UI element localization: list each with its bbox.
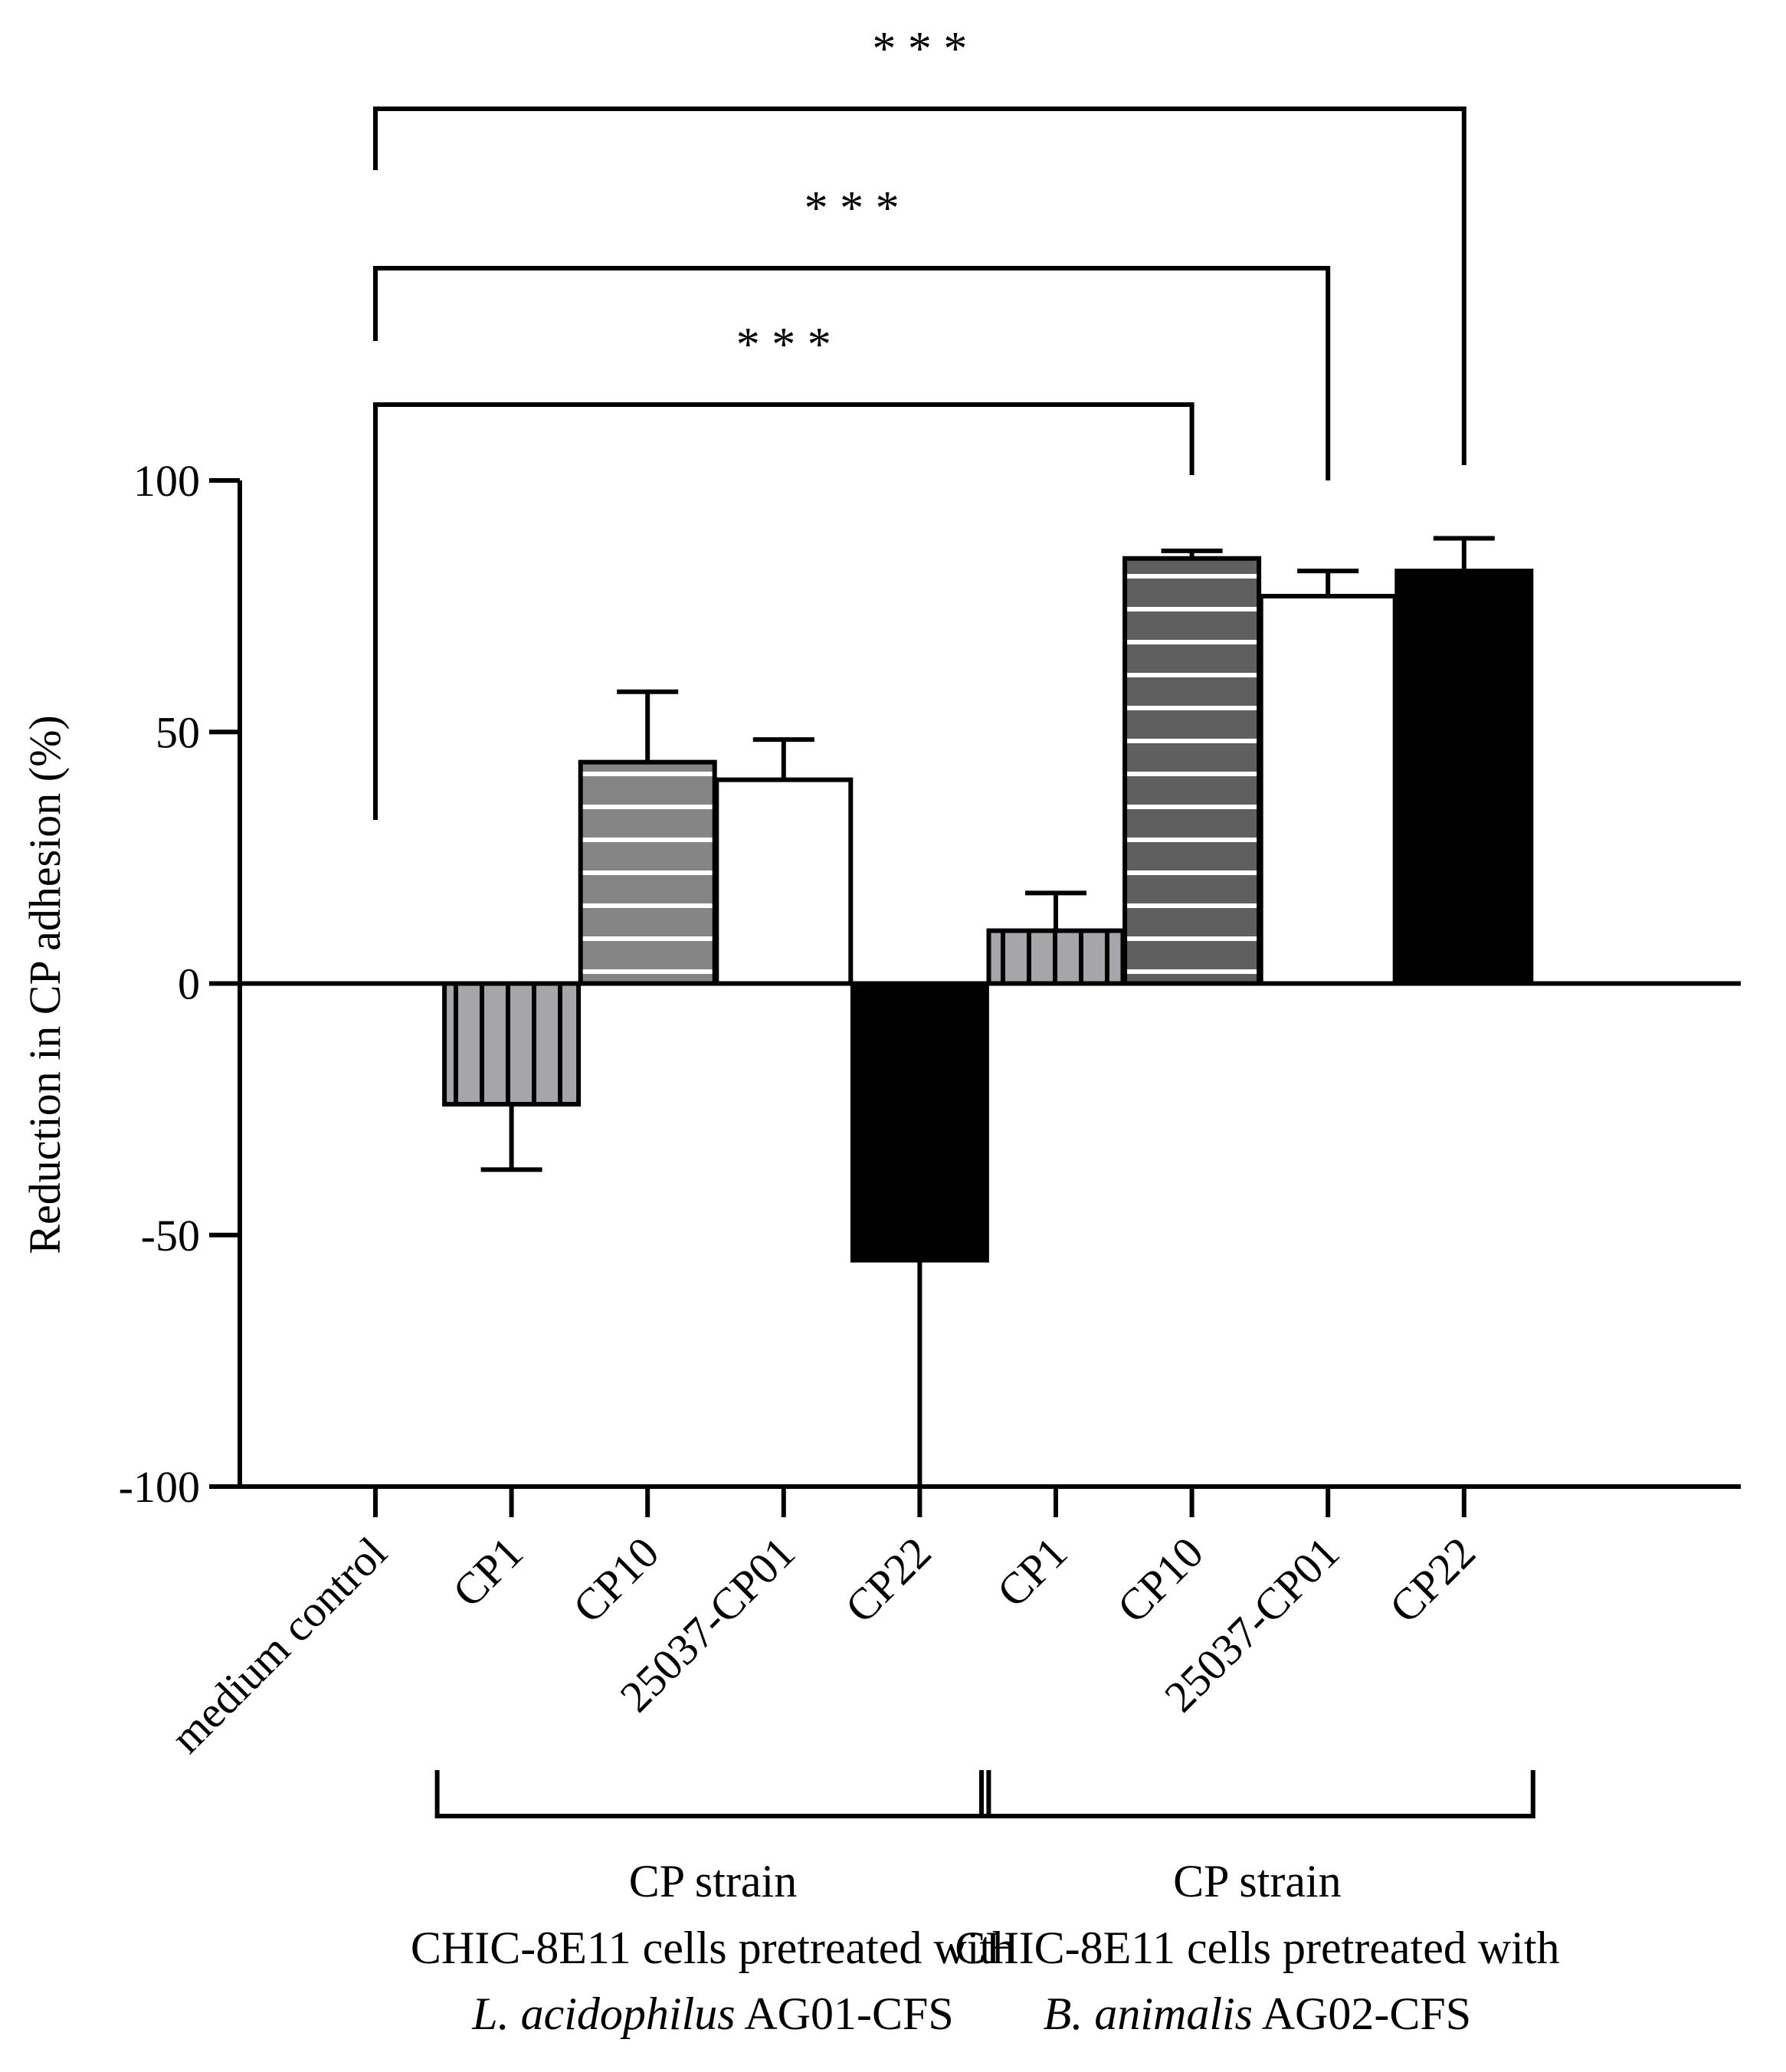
group-label-species: B. animalis [1044,1988,1253,2039]
bar-stripes [988,930,1123,984]
group-label-line1: CP strain [629,1856,797,1906]
significance-stars: * * * [872,23,967,75]
group-label-line3: L. acidophilus AG01-CFS [471,1988,953,2039]
significance-bracket [373,107,1466,465]
group-label-species: L. acidophilus [471,1988,735,2039]
x-tick-label: CP1 [443,1527,533,1617]
bar-stripes [580,762,715,984]
bar-stripes [444,983,579,1105]
x-tick-label: CP10 [563,1527,668,1632]
bars-layer [442,536,1534,1489]
y-tick-label: 50 [156,707,200,757]
significance-bracket [373,402,1194,820]
bar-fill [1397,571,1532,984]
group-label-strain: AG02-CFS [1253,1988,1471,2039]
significance-bracket [373,266,1331,480]
group-label-line2: CHIC-8E11 cells pretreated with [955,1923,1559,1973]
group-bracket [434,1770,991,1818]
bar-stripes [1125,558,1260,984]
y-tick-label: -50 [141,1211,200,1261]
group-label-line3: B. animalis AG02-CFS [1044,1988,1471,2039]
x-tick-label: medium control [161,1527,396,1762]
bar-fill [852,983,987,1261]
significance-stars: * * * [736,319,831,371]
y-axis-title: Reduction in CP adhesion (%) [20,715,70,1254]
group-label-line2: CHIC-8E11 cells pretreated with [411,1923,1015,1973]
group-bracket [979,1770,1535,1818]
bar-fill [1260,595,1395,984]
y-tick-label: -100 [119,1462,200,1512]
axis-layer [209,478,1741,1517]
significance-layer: * * * * * * * * * [373,23,1466,820]
x-tick-label: CP10 [1108,1527,1213,1632]
x-tick-label: CP1 [988,1527,1077,1617]
group-label-line1: CP strain [1173,1856,1341,1906]
y-tick-label: 0 [178,959,200,1009]
group-label-strain: AG01-CFS [736,1988,954,2039]
significance-stars: * * * [805,182,900,234]
y-tick-label: 100 [133,456,200,506]
x-tick-label: CP22 [1380,1527,1485,1632]
x-tick-label: CP22 [835,1527,940,1632]
bar-fill [716,779,851,984]
